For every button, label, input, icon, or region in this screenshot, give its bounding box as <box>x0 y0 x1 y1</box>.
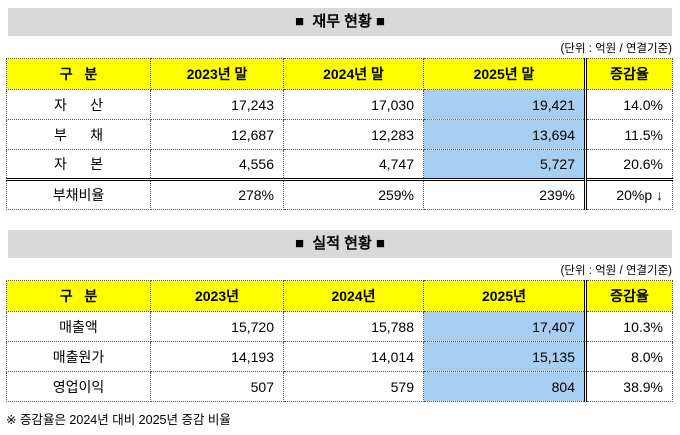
footnote: ※ 증감율은 2024년 대비 2025년 증감 비율 <box>6 413 231 427</box>
row-label: 부 채 <box>6 119 151 150</box>
row-label: 부채비율 <box>6 178 151 210</box>
value-cell: 239% <box>423 178 586 210</box>
column-header-2024: 2024년 말 <box>283 58 424 90</box>
performance-status-table: 구 분 2023년 2024년 2025년 증감율 매출액 15,720 15,… <box>6 280 673 402</box>
value-cell: 14,014 <box>283 341 424 372</box>
performance-status-title: ■ 실적 현황 ■ <box>8 230 672 258</box>
value-cell: 15,788 <box>283 311 424 342</box>
value-cell-highlighted: 13,694 <box>423 119 586 150</box>
column-header-2025: 2025년 말 <box>423 58 586 90</box>
value-cell: 12,283 <box>283 119 424 150</box>
value-cell: 259% <box>283 178 424 210</box>
table-row-revenue: 매출액 15,720 15,788 17,407 10.3% <box>6 311 673 342</box>
row-label: 자 산 <box>6 89 151 120</box>
value-cell-highlighted: 5,727 <box>423 149 586 180</box>
column-header-2024: 2024년 <box>283 280 424 312</box>
column-header-2023: 2023년 말 <box>150 58 284 90</box>
row-label: 영업이익 <box>6 371 151 402</box>
row-label: 매출액 <box>6 311 151 342</box>
table-row-liabilities: 부 채 12,687 12,283 13,694 11.5% <box>6 119 673 150</box>
delta-cell: 8.0% <box>584 341 673 372</box>
value-cell: 579 <box>283 371 424 402</box>
value-cell: 17,243 <box>150 89 284 120</box>
table-header-row: 구 분 2023년 2024년 2025년 증감율 <box>6 280 673 312</box>
value-cell-highlighted: 15,135 <box>423 341 586 372</box>
delta-cell: 20.6% <box>584 149 673 180</box>
row-label: 매출원가 <box>6 341 151 372</box>
value-cell: 507 <box>150 371 284 402</box>
table-row-equity: 자 본 4,556 4,747 5,727 20.6% <box>6 149 673 180</box>
table-row-operating-profit: 영업이익 507 579 804 38.9% <box>6 371 673 402</box>
delta-cell: 38.9% <box>584 371 673 402</box>
financial-status-title: ■ 재무 현황 ■ <box>8 8 672 36</box>
delta-cell: 11.5% <box>584 119 673 150</box>
table-row-cogs: 매출원가 14,193 14,014 15,135 8.0% <box>6 341 673 372</box>
value-cell: 17,030 <box>283 89 424 120</box>
value-cell: 278% <box>150 178 284 210</box>
value-cell-highlighted: 19,421 <box>423 89 586 120</box>
delta-cell: 14.0% <box>584 89 673 120</box>
value-cell: 14,193 <box>150 341 284 372</box>
table-row-debt-ratio: 부채비율 278% 259% 239% 20%p ↓ <box>6 178 673 210</box>
performance-status-section: ■ 실적 현황 ■ (단위 : 억원 / 연결기준) 구 분 2023년 202… <box>6 230 673 428</box>
value-cell-highlighted: 17,407 <box>423 311 586 342</box>
unit-note: (단위 : 억원 / 연결기준) <box>560 265 672 277</box>
column-header-delta: 증감율 <box>584 280 673 312</box>
financial-status-section: ■ 재무 현황 ■ (단위 : 억원 / 연결기준) 구 분 2023년 말 2… <box>6 8 673 210</box>
column-header-delta: 증감율 <box>584 58 673 90</box>
column-header-2025: 2025년 <box>423 280 586 312</box>
value-cell: 15,720 <box>150 311 284 342</box>
row-label: 자 본 <box>6 149 151 180</box>
table-header-row: 구 분 2023년 말 2024년 말 2025년 말 증감율 <box>6 58 673 90</box>
value-cell: 12,687 <box>150 119 284 150</box>
financial-status-table: 구 분 2023년 말 2024년 말 2025년 말 증감율 자 산 17,2… <box>6 58 673 210</box>
value-cell: 4,556 <box>150 149 284 180</box>
column-header-gubun: 구 분 <box>6 280 151 312</box>
table-row-assets: 자 산 17,243 17,030 19,421 14.0% <box>6 89 673 120</box>
value-cell-highlighted: 804 <box>423 371 586 402</box>
unit-note: (단위 : 억원 / 연결기준) <box>560 43 672 55</box>
delta-cell: 20%p ↓ <box>584 178 673 210</box>
value-cell: 4,747 <box>283 149 424 180</box>
column-header-2023: 2023년 <box>150 280 284 312</box>
column-header-gubun: 구 분 <box>6 58 151 90</box>
delta-cell: 10.3% <box>584 311 673 342</box>
